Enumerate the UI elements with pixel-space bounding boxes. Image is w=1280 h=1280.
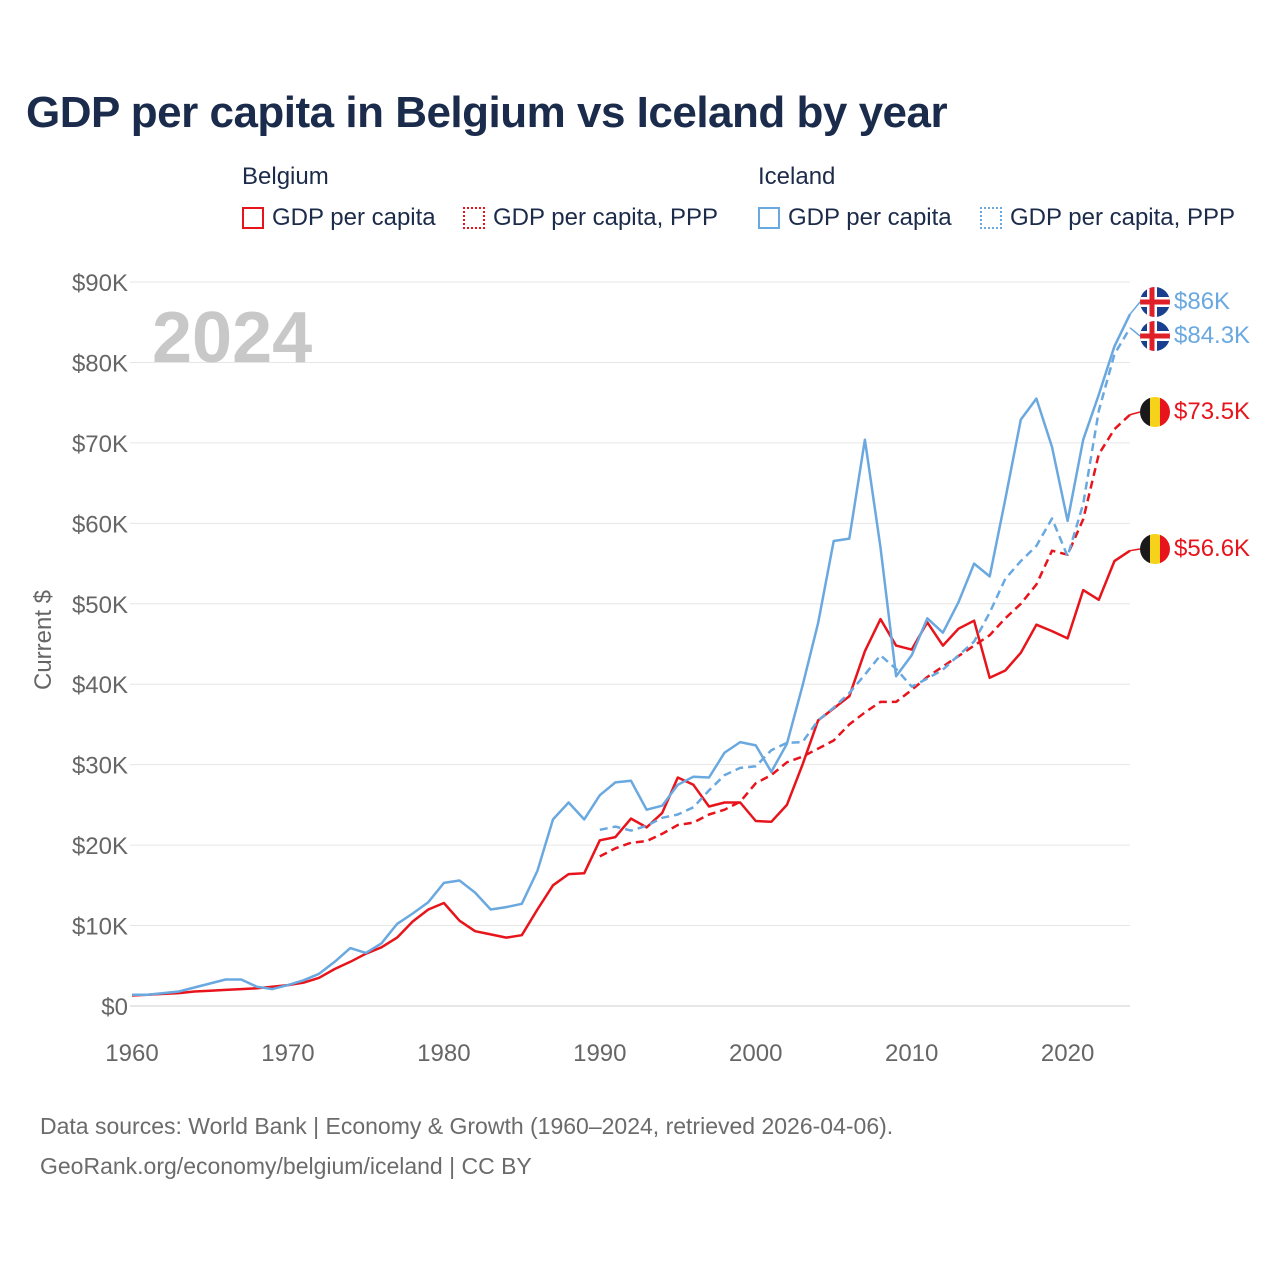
belgium-flag-icon <box>1140 397 1170 427</box>
iceland-flag-icon <box>1140 287 1170 317</box>
x-tick-labels: 1960 1970 1980 1990 2000 2010 2020 <box>105 1040 1094 1067</box>
x-tick-label: 1970 <box>261 1040 314 1067</box>
source-line-2[interactable]: GeoRank.org/economy/belgium/iceland | CC… <box>40 1153 532 1179</box>
x-tick-label: 1980 <box>417 1040 470 1067</box>
year-label: 2024 <box>152 298 312 378</box>
end-label-iceland-ppp: $84.3K <box>1174 322 1250 349</box>
y-tick-label: $80K <box>72 350 128 377</box>
y-axis-label: Current $ <box>30 590 57 690</box>
series-line-iceland-gdp <box>132 313 1132 996</box>
legend-belgium-title: Belgium <box>242 163 329 190</box>
x-tick-label: 1990 <box>573 1040 626 1067</box>
chart-title: GDP per capita in Belgium vs Iceland by … <box>26 88 948 137</box>
y-tick-labels: $0 $10K $20K $30K $40K $50K $60K $70K $80K $90K <box>72 270 128 1021</box>
series-line-belgium-ppp <box>599 413 1131 858</box>
legend-iceland-ppp[interactable]: GDP per capita, PPP <box>980 204 1235 232</box>
belgium-flag-icon <box>1140 534 1170 564</box>
x-tick-label: 2010 <box>885 1040 938 1067</box>
y-tick-label: $60K <box>72 511 128 538</box>
source-line-1: Data sources: World Bank | Economy & Gro… <box>40 1113 894 1139</box>
series-line-belgium-gdp <box>131 549 1131 997</box>
end-label-belgium-gdp: $56.6K <box>1174 535 1250 562</box>
x-tick-label: 1960 <box>105 1040 158 1067</box>
y-tick-label: $90K <box>72 270 128 297</box>
legend-iceland-title: Iceland <box>758 163 836 190</box>
y-tick-label: $20K <box>72 833 128 860</box>
end-connector <box>1129 301 1141 315</box>
end-connector <box>1129 548 1141 552</box>
x-tick-label: 2020 <box>1041 1040 1094 1067</box>
grid-lines <box>130 281 1130 1007</box>
series-line-iceland-ppp <box>599 327 1132 832</box>
iceland-flag-icon <box>1140 321 1170 351</box>
legend-belgium-gdp[interactable]: GDP per capita <box>242 204 436 232</box>
legend-belgium-ppp-label: GDP per capita, PPP <box>493 204 718 231</box>
y-tick-label: $10K <box>72 914 128 941</box>
y-tick-label: $40K <box>72 672 128 699</box>
y-tick-label: $0 <box>101 994 128 1021</box>
legend-iceland-ppp-label: GDP per capita, PPP <box>1010 204 1235 231</box>
legend-swatch-dotted-red <box>463 207 485 229</box>
legend-iceland-gdp-label: GDP per capita <box>788 204 952 231</box>
legend-belgium-ppp[interactable]: GDP per capita, PPP <box>463 204 718 232</box>
series-lines <box>131 301 1141 997</box>
legend-iceland-gdp[interactable]: GDP per capita <box>758 204 952 232</box>
legend-belgium-gdp-label: GDP per capita <box>272 204 436 231</box>
legend-swatch-dotted-blue <box>980 207 1002 229</box>
y-tick-label: $50K <box>72 592 128 619</box>
y-tick-label: $70K <box>72 431 128 458</box>
legend-swatch-solid-blue <box>758 207 780 229</box>
end-label-iceland-gdp: $86K <box>1174 288 1230 315</box>
y-tick-label: $30K <box>72 753 128 780</box>
end-label-belgium-ppp: $73.5K <box>1174 398 1250 425</box>
end-connector <box>1129 327 1141 337</box>
legend-swatch-solid-red <box>242 207 264 229</box>
source-note: Data sources: World Bank | Economy & Gro… <box>40 1106 893 1186</box>
end-connector <box>1129 411 1141 416</box>
x-tick-label: 2000 <box>729 1040 782 1067</box>
